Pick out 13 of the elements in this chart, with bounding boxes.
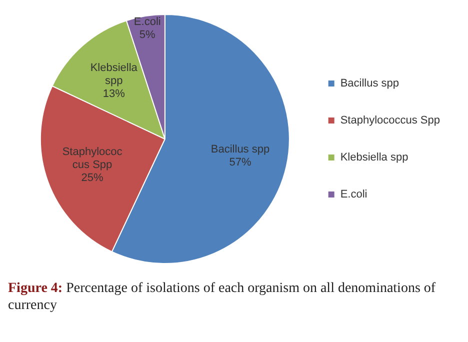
data-label: 57% xyxy=(229,156,252,168)
slice-label: Klebsiella spp xyxy=(90,62,138,88)
legend-label: Klebsiella spp xyxy=(340,152,408,164)
caption: Figure 4: Percentage of isolations of each organism on all denominations of currency xyxy=(8,281,436,313)
slice-label: E.coli xyxy=(134,16,161,28)
legend-label: E.coli xyxy=(340,188,368,201)
data-label: 5% xyxy=(139,28,156,41)
slice-label: Staphylococcus Spp xyxy=(62,146,123,172)
legend-label: Bacillus spp xyxy=(340,78,400,90)
legend-label: Staphylococcus Spp xyxy=(340,114,440,127)
data-label: 13% xyxy=(102,88,126,100)
data-label: 25% xyxy=(81,172,104,184)
slice-label: Bacillus spp xyxy=(210,143,270,156)
